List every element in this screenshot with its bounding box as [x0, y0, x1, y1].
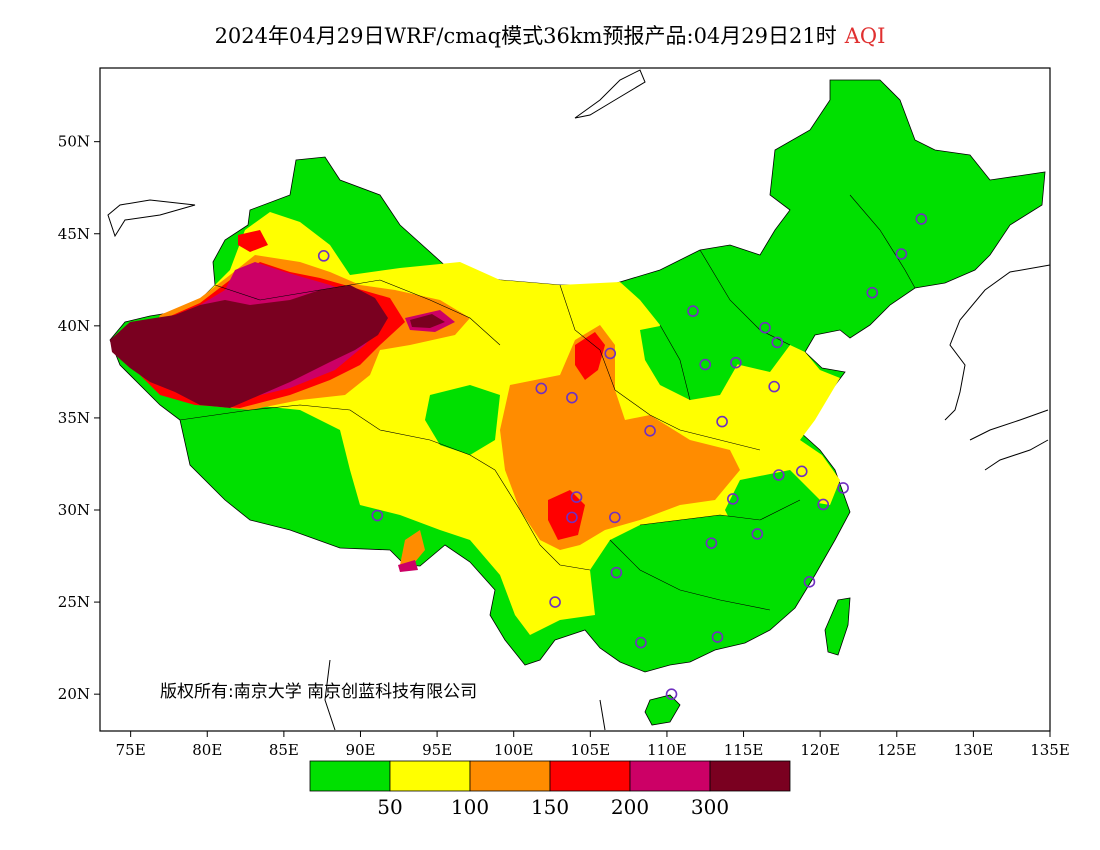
neighbour-coastlines	[107, 69, 1051, 731]
latitude-axis: 20N 25N 30N 35N 40N 45N 50N	[58, 133, 100, 703]
lat-tick-label: 45N	[58, 225, 90, 243]
station-marker	[772, 469, 785, 481]
station-marker	[751, 528, 764, 540]
station-marker	[687, 305, 699, 317]
station-marker	[635, 636, 647, 649]
plot-frame	[99, 67, 1051, 732]
map-title: 2024年04月29日WRF/cmaq模式36km预报产品:04月29日21时 A…	[0, 20, 1100, 50]
legend-label: 100	[451, 795, 489, 819]
lat-tick-label: 50N	[58, 133, 90, 151]
province-boundaries	[179, 194, 916, 611]
hainan-island	[644, 694, 681, 726]
station-marker	[895, 248, 908, 260]
station-marker	[795, 465, 808, 478]
lon-tick-label: 120E	[800, 741, 840, 759]
lon-tick-label: 75E	[116, 741, 146, 759]
lat-tick-label: 35N	[58, 409, 90, 427]
map-plot-area	[109, 79, 1046, 726]
station-marker	[866, 286, 879, 299]
taiwan-island	[824, 597, 851, 656]
lon-tick-label: 135E	[1030, 741, 1070, 759]
aqi-band-red-shaanxi	[575, 332, 605, 380]
aqi-patch-green-east	[725, 470, 820, 560]
station-marker	[609, 511, 621, 524]
lon-tick-label: 115E	[724, 741, 764, 759]
aqi-spot-magenta-tibet	[398, 560, 418, 572]
station-marker	[604, 347, 617, 360]
station-marker	[535, 382, 548, 395]
legend-label: 150	[531, 795, 569, 819]
legend-swatch	[309, 760, 391, 792]
legend-label: 50	[377, 795, 402, 819]
legend-swatch	[389, 760, 471, 792]
aqi-patch-green-qinghai	[425, 385, 500, 455]
legend-swatch	[549, 760, 631, 792]
station-marker	[915, 213, 928, 225]
lat-tick-label: 40N	[58, 317, 90, 335]
station-marker	[803, 576, 816, 588]
aqi-band-orange-central	[500, 325, 740, 550]
longitude-axis: 75E 80E 85E 90E 95E 100E 105E 110E 115E 120E 125E 1…	[116, 731, 1070, 759]
station-marker	[610, 566, 623, 579]
aqi-band-orange-tibet	[400, 530, 425, 565]
aqi-band-darkred-taklamakan	[110, 285, 388, 408]
station-marker	[644, 425, 656, 437]
legend-swatch	[709, 760, 791, 792]
station-marker	[768, 380, 780, 393]
aqi-spot-darkred-east	[410, 314, 445, 328]
lon-tick-label: 95E	[422, 741, 452, 759]
lon-tick-label: 110E	[647, 741, 687, 759]
legend-label: 200	[611, 795, 649, 819]
station-marker	[699, 358, 712, 371]
lon-tick-label: 130E	[954, 741, 994, 759]
station-marker	[570, 491, 583, 503]
station-marker	[837, 482, 849, 494]
station-marker	[549, 596, 561, 608]
title-main: 2024年04月29日WRF/cmaq模式36km预报产品:04月29日21时	[214, 24, 837, 48]
aqi-spot-red-north	[238, 230, 268, 252]
station-marker	[759, 321, 771, 334]
legend-swatch	[469, 760, 551, 792]
lat-tick-label: 20N	[58, 685, 90, 703]
station-marker	[716, 415, 728, 428]
lat-tick-label: 30N	[58, 501, 90, 519]
station-marker	[371, 509, 384, 522]
station-marker	[771, 336, 784, 349]
lon-tick-label: 125E	[877, 741, 917, 759]
station-marker	[730, 356, 742, 369]
lat-tick-label: 25N	[58, 593, 90, 611]
station-marker	[665, 688, 678, 700]
legend-swatch	[629, 760, 711, 792]
station-marker	[317, 250, 330, 262]
lon-tick-label: 85E	[269, 741, 299, 759]
station-marker	[817, 498, 830, 511]
lon-tick-label: 80E	[192, 741, 222, 759]
aqi-patch-green-north	[640, 320, 740, 400]
station-marker	[727, 493, 739, 505]
station-markers	[317, 213, 928, 700]
lon-tick-label: 105E	[571, 741, 611, 759]
station-marker	[566, 511, 578, 524]
lon-tick-label: 100E	[494, 741, 534, 759]
station-marker	[711, 631, 724, 643]
aqi-legend: 50 100 150 200 300	[309, 760, 791, 819]
legend-label: 300	[691, 795, 729, 819]
lon-tick-label: 90E	[345, 741, 375, 759]
station-marker	[705, 537, 718, 549]
copyright-text: 版权所有:南京大学 南京创蓝科技有限公司	[160, 682, 477, 702]
title-product: AQI	[844, 24, 886, 48]
station-marker	[566, 391, 578, 404]
